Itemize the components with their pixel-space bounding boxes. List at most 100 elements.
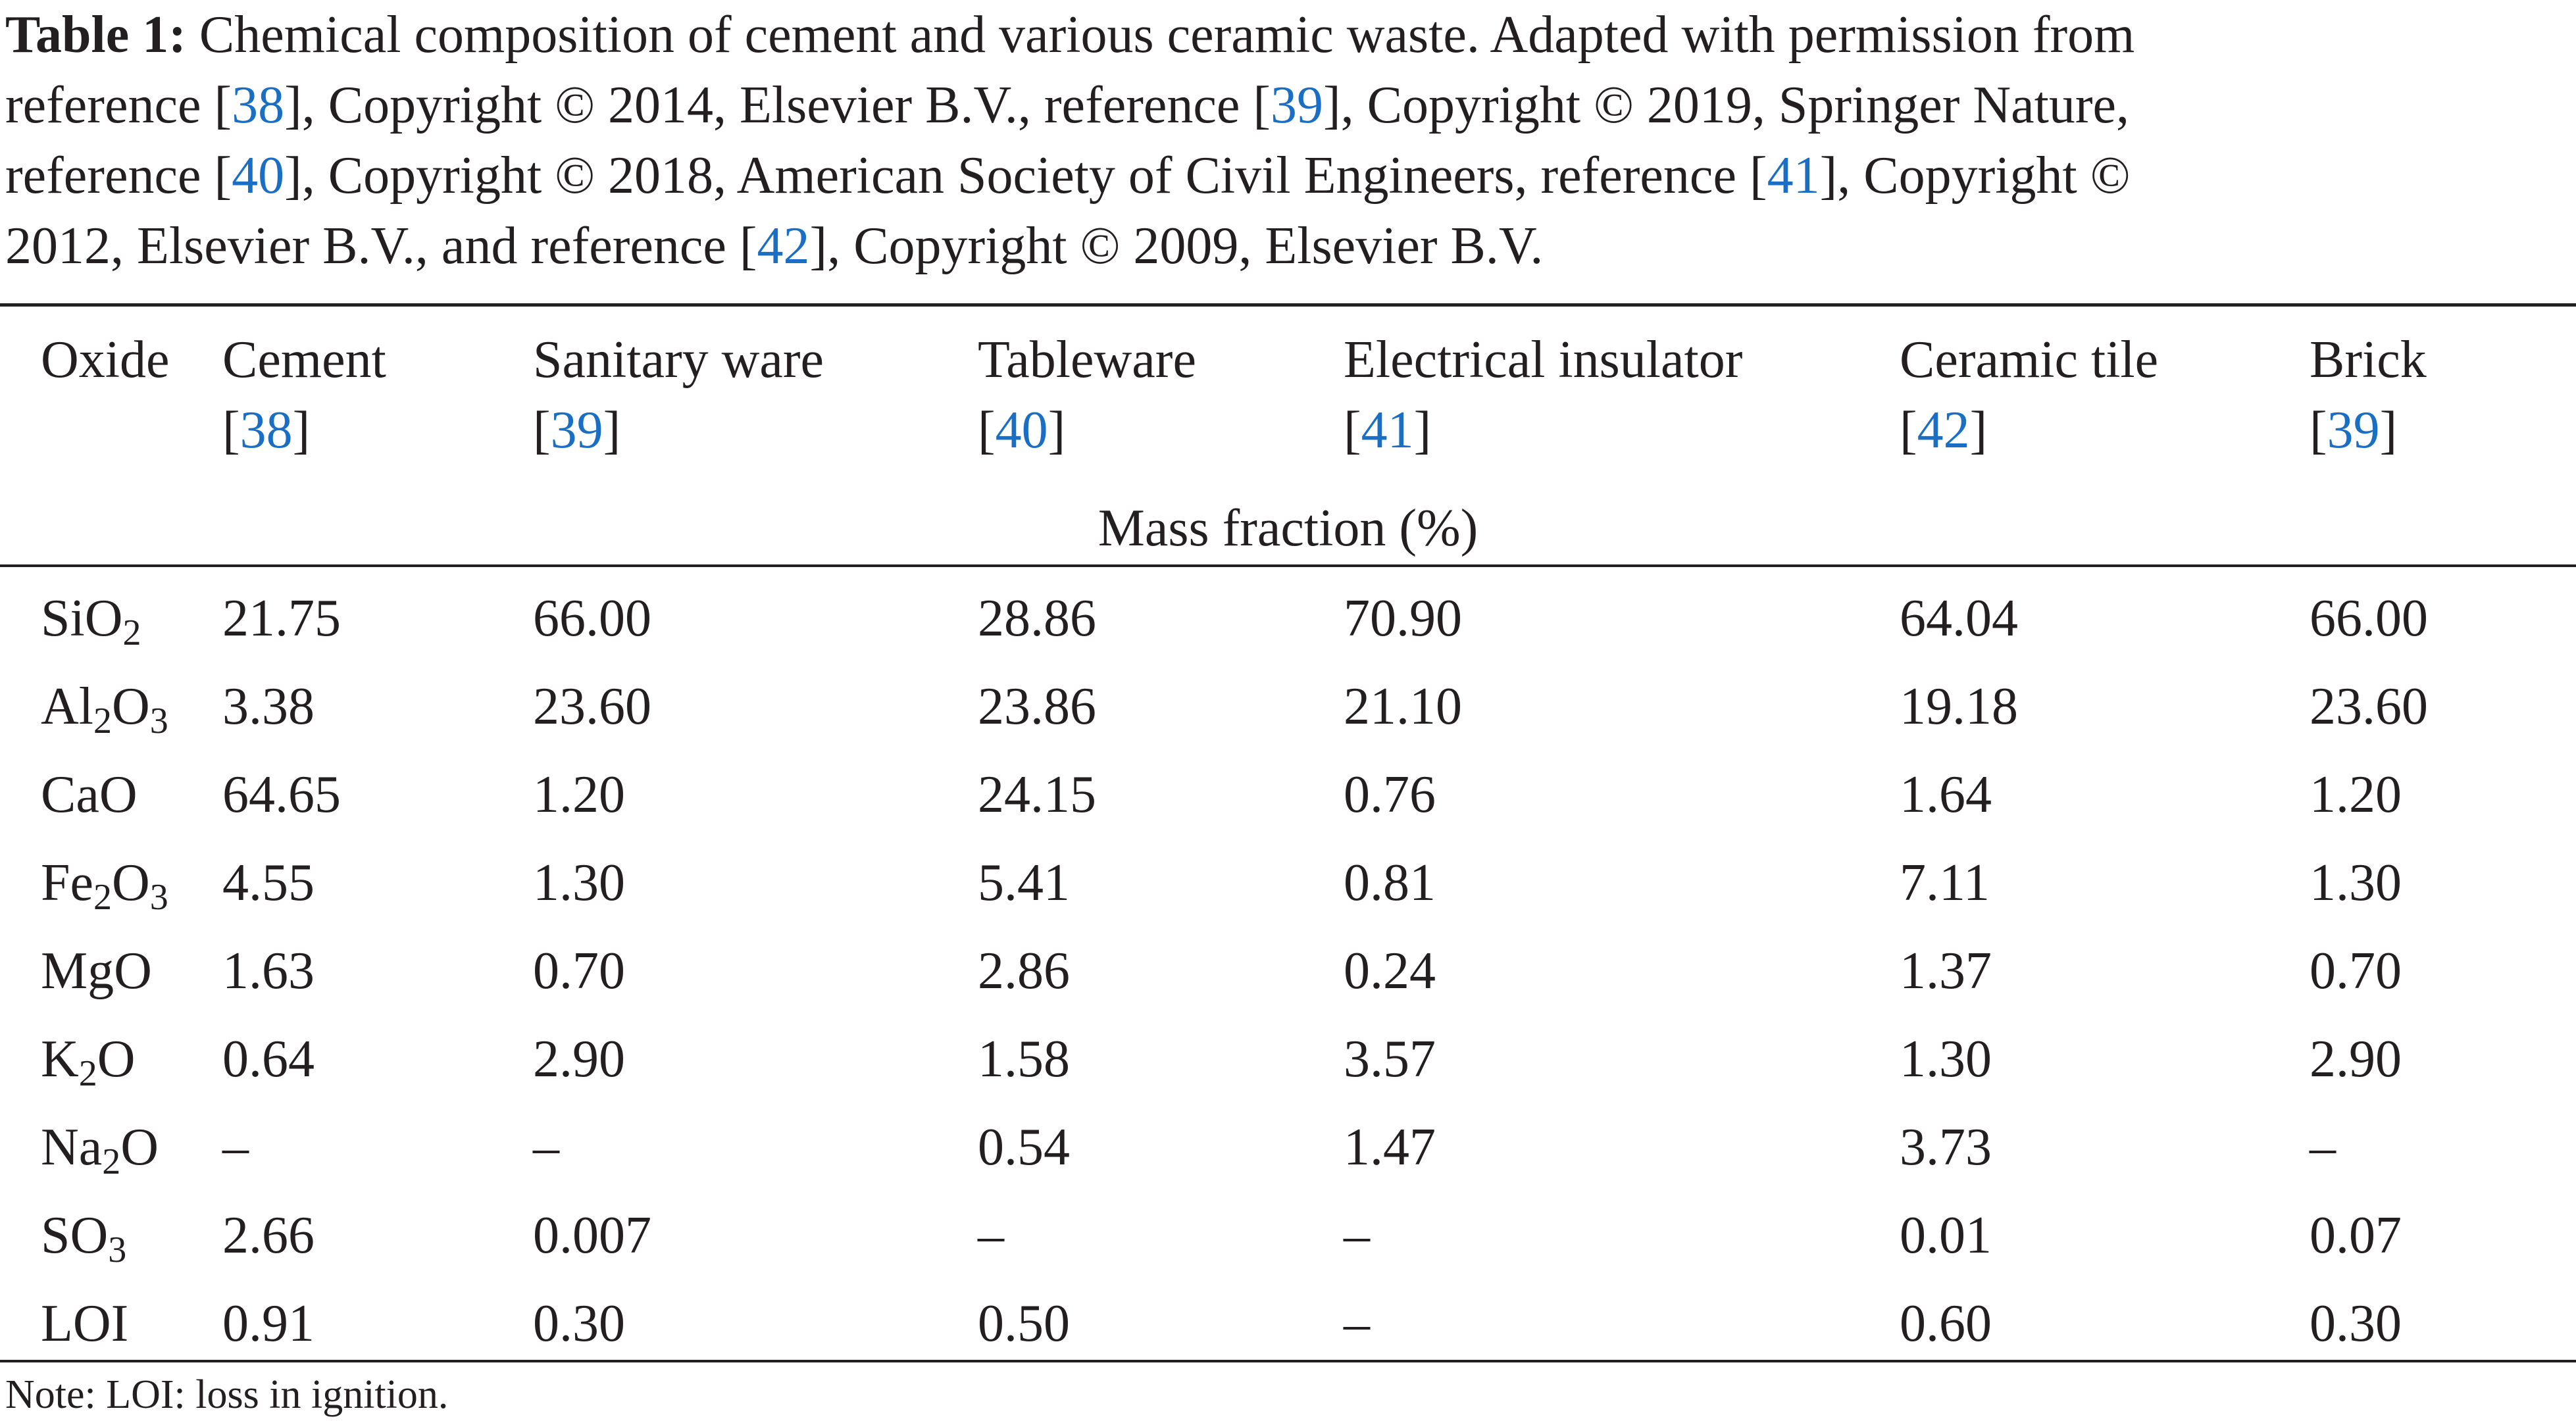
- value-cell: 2.90: [2310, 1030, 2402, 1088]
- value-cell: 66.00: [533, 589, 651, 647]
- value-cell: 7.11: [1900, 854, 1990, 912]
- table-row: SO3 2.66 0.007 – – 0.01 0.07: [0, 1201, 2576, 1289]
- column-header-ceramic-tile: Ceramic tile [42]: [1900, 325, 2158, 466]
- column-header-cement: Cement [38]: [222, 325, 386, 466]
- table-row: MgO 1.63 0.70 2.86 0.24 1.37 0.70: [0, 936, 2576, 1024]
- column-header-label: Cement: [222, 331, 386, 389]
- subscript: 3: [108, 1230, 127, 1270]
- column-header-electrical-insulator: Electrical insulator [41]: [1344, 325, 1742, 466]
- value-cell: 2.66: [222, 1207, 315, 1264]
- bracket: ]: [1969, 401, 1988, 459]
- oxide-text: SiO: [41, 589, 123, 647]
- caption-text: reference [: [5, 147, 232, 205]
- value-cell: 21.75: [222, 589, 341, 647]
- value-cell: 23.60: [2310, 678, 2428, 735]
- value-cell: 0.50: [978, 1295, 1070, 1353]
- oxide-text: CaO: [41, 766, 138, 824]
- reference-link[interactable]: 39: [2327, 401, 2380, 459]
- subscript: 2: [93, 701, 112, 741]
- reference-link[interactable]: 42: [757, 217, 810, 275]
- subscript: 3: [149, 877, 168, 918]
- column-header-ref: [39]: [533, 395, 824, 466]
- value-cell: 70.90: [1344, 589, 1462, 647]
- column-header-ref: [42]: [1900, 395, 2158, 466]
- value-cell: 3.73: [1900, 1118, 1992, 1176]
- table-row: CaO 64.65 1.20 24.15 0.76 1.64 1.20: [0, 760, 2576, 848]
- value-cell: 66.00: [2310, 589, 2428, 647]
- value-cell: 0.07: [2310, 1207, 2402, 1264]
- column-header-label: Sanitary ware: [533, 331, 824, 389]
- caption-text: reference [: [5, 76, 232, 134]
- oxide-cell: SiO2: [41, 584, 141, 654]
- subscript: 2: [78, 1053, 97, 1094]
- column-header-sanitary-ware: Sanitary ware [39]: [533, 325, 824, 466]
- oxide-text: LOI: [41, 1295, 129, 1353]
- bracket: [: [2310, 401, 2327, 459]
- reference-link[interactable]: 38: [232, 76, 285, 134]
- value-cell: 0.24: [1344, 942, 1436, 1000]
- oxide-cell: Al2O3: [41, 672, 168, 742]
- bracket: ]: [1413, 401, 1432, 459]
- value-cell: 2.90: [533, 1030, 625, 1088]
- reference-link[interactable]: 42: [1917, 401, 1970, 459]
- bracket: ]: [2379, 401, 2398, 459]
- bracket: [: [1344, 401, 1361, 459]
- reference-link[interactable]: 39: [1271, 76, 1324, 134]
- oxide-text: Al: [41, 678, 93, 735]
- bracket: [: [978, 401, 996, 459]
- column-header-ref: [38]: [222, 395, 386, 466]
- oxide-text: O: [112, 678, 150, 735]
- caption-line-4: 2012, Elsevier B.V., and reference [42],…: [5, 211, 2568, 282]
- table-bottom-rule: [0, 1360, 2576, 1362]
- column-header-ref: [39]: [2310, 395, 2427, 466]
- value-cell: 0.70: [2310, 942, 2402, 1000]
- column-header-label: Electrical insulator: [1344, 331, 1743, 389]
- value-cell: 0.81: [1344, 854, 1436, 912]
- subscript: 3: [149, 701, 168, 741]
- table-caption: Table 1: Chemical composition of cement …: [5, 0, 2568, 282]
- reference-link[interactable]: 40: [995, 401, 1048, 459]
- reference-link[interactable]: 38: [240, 401, 293, 459]
- value-cell: 4.55: [222, 854, 315, 912]
- oxide-cell: MgO: [41, 936, 152, 1007]
- value-cell: 1.30: [2310, 854, 2402, 912]
- value-cell: –: [533, 1118, 559, 1176]
- column-header-label: Tableware: [978, 331, 1196, 389]
- value-cell: 1.63: [222, 942, 315, 1000]
- table-note: Note: LOI: loss in ignition.: [5, 1372, 449, 1417]
- oxide-cell: CaO: [41, 760, 138, 830]
- caption-text: ], Copyright © 2009, Elsevier B.V.: [809, 217, 1544, 275]
- value-cell: –: [1344, 1295, 1370, 1353]
- oxide-cell: K2O: [41, 1024, 136, 1095]
- value-cell: –: [1344, 1207, 1370, 1264]
- value-cell: 1.58: [978, 1030, 1070, 1088]
- value-cell: 0.64: [222, 1030, 315, 1088]
- reference-link[interactable]: 41: [1767, 147, 1820, 205]
- column-header-tableware: Tableware [40]: [978, 325, 1196, 466]
- reference-link[interactable]: 40: [232, 147, 285, 205]
- column-header-oxide: Oxide: [41, 325, 170, 395]
- value-cell: 23.60: [533, 678, 651, 735]
- column-header-brick: Brick [39]: [2310, 325, 2427, 466]
- table-top-rule: [0, 303, 2576, 307]
- value-cell: 0.01: [1900, 1207, 1992, 1264]
- bracket: [: [1900, 401, 1917, 459]
- unit-label: Mass fraction (%): [1098, 499, 1478, 557]
- value-cell: 0.60: [1900, 1295, 1992, 1353]
- bracket: ]: [603, 401, 621, 459]
- caption-text: ], Copyright © 2014, Elsevier B.V., refe…: [284, 76, 1271, 134]
- table-row: Al2O3 3.38 23.60 23.86 21.10 19.18 23.60: [0, 672, 2576, 760]
- value-cell: 0.70: [533, 942, 625, 1000]
- value-cell: 0.91: [222, 1295, 315, 1353]
- value-cell: –: [2310, 1118, 2336, 1176]
- reference-link[interactable]: 41: [1361, 401, 1414, 459]
- oxide-text: O: [112, 854, 150, 912]
- table-header-rule: [0, 564, 2576, 567]
- bracket: [: [533, 401, 551, 459]
- value-cell: 1.20: [2310, 766, 2402, 824]
- table-label: Table 1:: [5, 6, 186, 64]
- subscript: 2: [93, 877, 112, 918]
- reference-link[interactable]: 39: [550, 401, 603, 459]
- oxide-text: Na: [41, 1118, 103, 1176]
- table-row: SiO2 21.75 66.00 28.86 70.90 64.04 66.00: [0, 584, 2576, 672]
